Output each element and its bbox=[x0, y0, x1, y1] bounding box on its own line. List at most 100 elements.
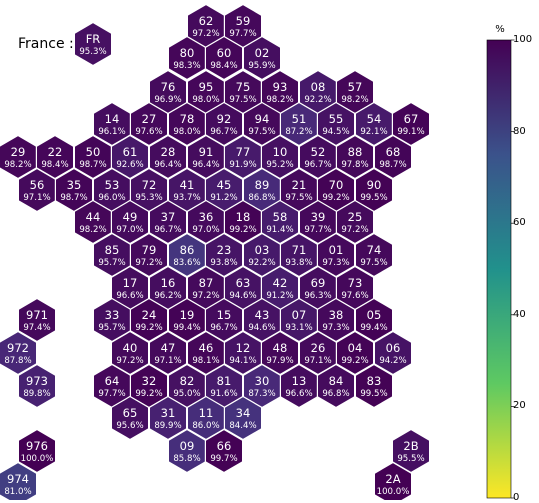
hex-value-label: 91.9% bbox=[229, 160, 256, 170]
hex-code-label: 28 bbox=[161, 145, 176, 159]
hex-value-label: 87.3% bbox=[248, 389, 275, 399]
hex-code-label: 17 bbox=[123, 276, 138, 290]
hex-cell bbox=[17, 428, 57, 474]
hex-value-label: 96.4% bbox=[192, 160, 219, 170]
hex-code-label: 18 bbox=[236, 210, 251, 224]
hex-value-label: 97.5% bbox=[248, 127, 275, 137]
hex-cell bbox=[0, 461, 38, 500]
hex-value-label: 84.4% bbox=[229, 421, 256, 431]
hex-cell bbox=[316, 363, 356, 409]
hex-code-label: 12 bbox=[236, 341, 251, 355]
hex-value-label: 98.4% bbox=[41, 160, 68, 170]
colorbar-unit-label: % bbox=[495, 24, 505, 35]
hex-code-label: 14 bbox=[105, 112, 120, 126]
hex-cell bbox=[242, 35, 282, 81]
hex-code-label: 66 bbox=[217, 439, 232, 453]
hex-code-label: 976 bbox=[26, 439, 48, 453]
hex-value-label: 98.7% bbox=[79, 160, 106, 170]
hex-code-label: 37 bbox=[161, 210, 176, 224]
hex-value-label: 86.8% bbox=[248, 193, 275, 203]
hex-value-label: 96.3% bbox=[304, 291, 331, 301]
hex-value-label: 100.0% bbox=[21, 454, 54, 464]
hex-code-label: 94 bbox=[255, 112, 270, 126]
hex-value-label: 89.8% bbox=[23, 389, 50, 399]
colorbar-ticks bbox=[511, 39, 515, 499]
hex-value-label: 91.2% bbox=[266, 291, 293, 301]
hex-value-label: 87.8% bbox=[4, 356, 31, 366]
hex-code-label: 52 bbox=[311, 145, 326, 159]
hex-value-label: 95.9% bbox=[248, 61, 275, 71]
hex-value-label: 99.2% bbox=[341, 356, 368, 366]
hex-code-label: 21 bbox=[292, 178, 307, 192]
hex-code-label: 62 bbox=[199, 14, 214, 28]
hex-code-label: 55 bbox=[329, 112, 344, 126]
hex-code-label: 60 bbox=[217, 46, 232, 60]
hex-code-label: 54 bbox=[367, 112, 382, 126]
hex-value-label: 97.3% bbox=[322, 323, 349, 333]
hex-value-label: 96.2% bbox=[154, 291, 181, 301]
hex-cell bbox=[373, 461, 413, 500]
hex-code-label: 43 bbox=[255, 308, 270, 322]
hex-value-label: 95.2% bbox=[266, 160, 293, 170]
hex-value-label: 97.5% bbox=[360, 258, 387, 268]
hex-value-label: 95.5% bbox=[397, 454, 424, 464]
hex-layer: FR95.3%6297.2%5997.7%8098.3%6098.4%0295.… bbox=[0, 3, 431, 500]
hex-code-label: 87 bbox=[199, 276, 214, 290]
hex-value-label: 98.2% bbox=[266, 95, 293, 105]
hex-code-label: 86 bbox=[180, 243, 195, 257]
hex-value-label: 96.9% bbox=[154, 95, 181, 105]
hex-code-label: 49 bbox=[123, 210, 138, 224]
hex-cell bbox=[335, 134, 375, 180]
colorbar-tick-label: 40 bbox=[513, 308, 526, 320]
hex-value-label: 98.0% bbox=[192, 95, 219, 105]
hex-code-label: 50 bbox=[86, 145, 101, 159]
hex-value-label: 85.8% bbox=[173, 454, 200, 464]
hex-value-label: 91.2% bbox=[210, 193, 237, 203]
hex-cell bbox=[129, 297, 169, 343]
hex-code-label: 76 bbox=[161, 80, 176, 94]
hex-code-label: 15 bbox=[217, 308, 232, 322]
hex-code-label: 39 bbox=[311, 210, 326, 224]
hex-value-label: 97.2% bbox=[341, 225, 368, 235]
hex-code-label: 65 bbox=[123, 406, 138, 420]
hex-value-label: 98.2% bbox=[341, 95, 368, 105]
hex-code-label: 2B bbox=[403, 439, 418, 453]
hex-value-label: 97.0% bbox=[116, 225, 143, 235]
colorbar-bar bbox=[486, 39, 512, 499]
hex-value-label: 94.2% bbox=[379, 356, 406, 366]
hex-cell bbox=[335, 330, 375, 376]
hex-value-label: 97.2% bbox=[116, 356, 143, 366]
hex-code-label: 02 bbox=[255, 46, 270, 60]
hex-value-label: 99.4% bbox=[173, 323, 200, 333]
hex-cell bbox=[129, 101, 169, 147]
hex-value-label: 99.2% bbox=[135, 389, 162, 399]
hex-code-label: 81 bbox=[217, 374, 232, 388]
hex-code-label: 89 bbox=[255, 178, 270, 192]
hex-code-label: 92 bbox=[217, 112, 232, 126]
hex-cell bbox=[354, 232, 394, 278]
hex-value-label: 95.3% bbox=[79, 47, 106, 57]
hex-code-label: FR bbox=[86, 32, 101, 46]
